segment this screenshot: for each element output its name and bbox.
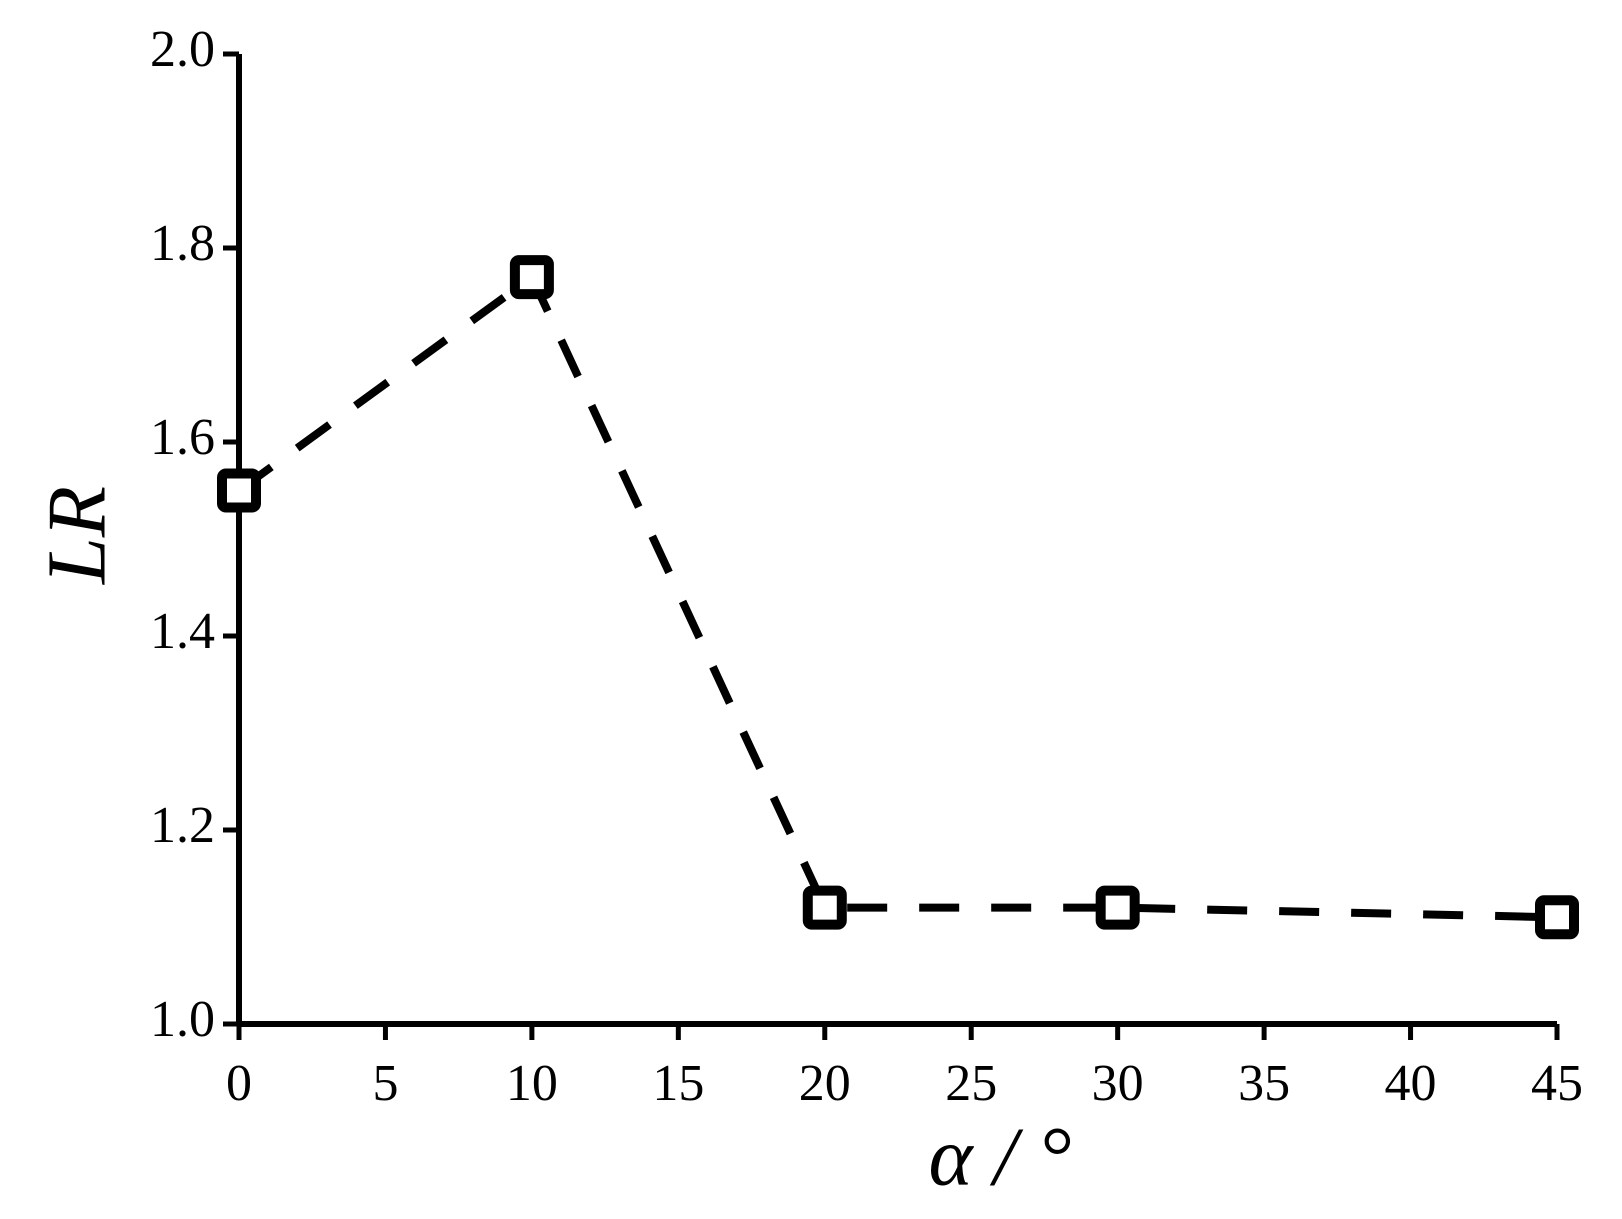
y-tick-label: 1.6 bbox=[150, 409, 215, 466]
x-tick-label: 20 bbox=[799, 1055, 851, 1112]
x-axis-label: α / ° bbox=[928, 1110, 1071, 1203]
marker bbox=[217, 468, 261, 513]
x-tick-label: 35 bbox=[1238, 1055, 1290, 1112]
x-tick-label: 30 bbox=[1092, 1055, 1144, 1112]
y-tick-label: 1.4 bbox=[150, 603, 215, 660]
marker bbox=[1535, 895, 1579, 940]
y-tick-label: 1.0 bbox=[150, 991, 215, 1048]
x-tick-label: 40 bbox=[1385, 1055, 1437, 1112]
y-axis-label: LR bbox=[30, 486, 123, 585]
x-tick-label: 15 bbox=[652, 1055, 704, 1112]
x-tick-label: 10 bbox=[506, 1055, 558, 1112]
x-tick-label: 25 bbox=[945, 1055, 997, 1112]
y-tick-label: 1.2 bbox=[150, 797, 215, 854]
y-tick-label: 1.8 bbox=[150, 215, 215, 272]
x-tick-label: 5 bbox=[372, 1055, 398, 1112]
marker bbox=[1095, 885, 1140, 930]
x-tick-label: 0 bbox=[226, 1055, 252, 1112]
y-tick-label: 2.0 bbox=[150, 21, 215, 78]
x-tick-label: 45 bbox=[1531, 1055, 1583, 1112]
series-line bbox=[236, 271, 1558, 922]
marker bbox=[802, 885, 847, 930]
marker bbox=[509, 255, 554, 300]
